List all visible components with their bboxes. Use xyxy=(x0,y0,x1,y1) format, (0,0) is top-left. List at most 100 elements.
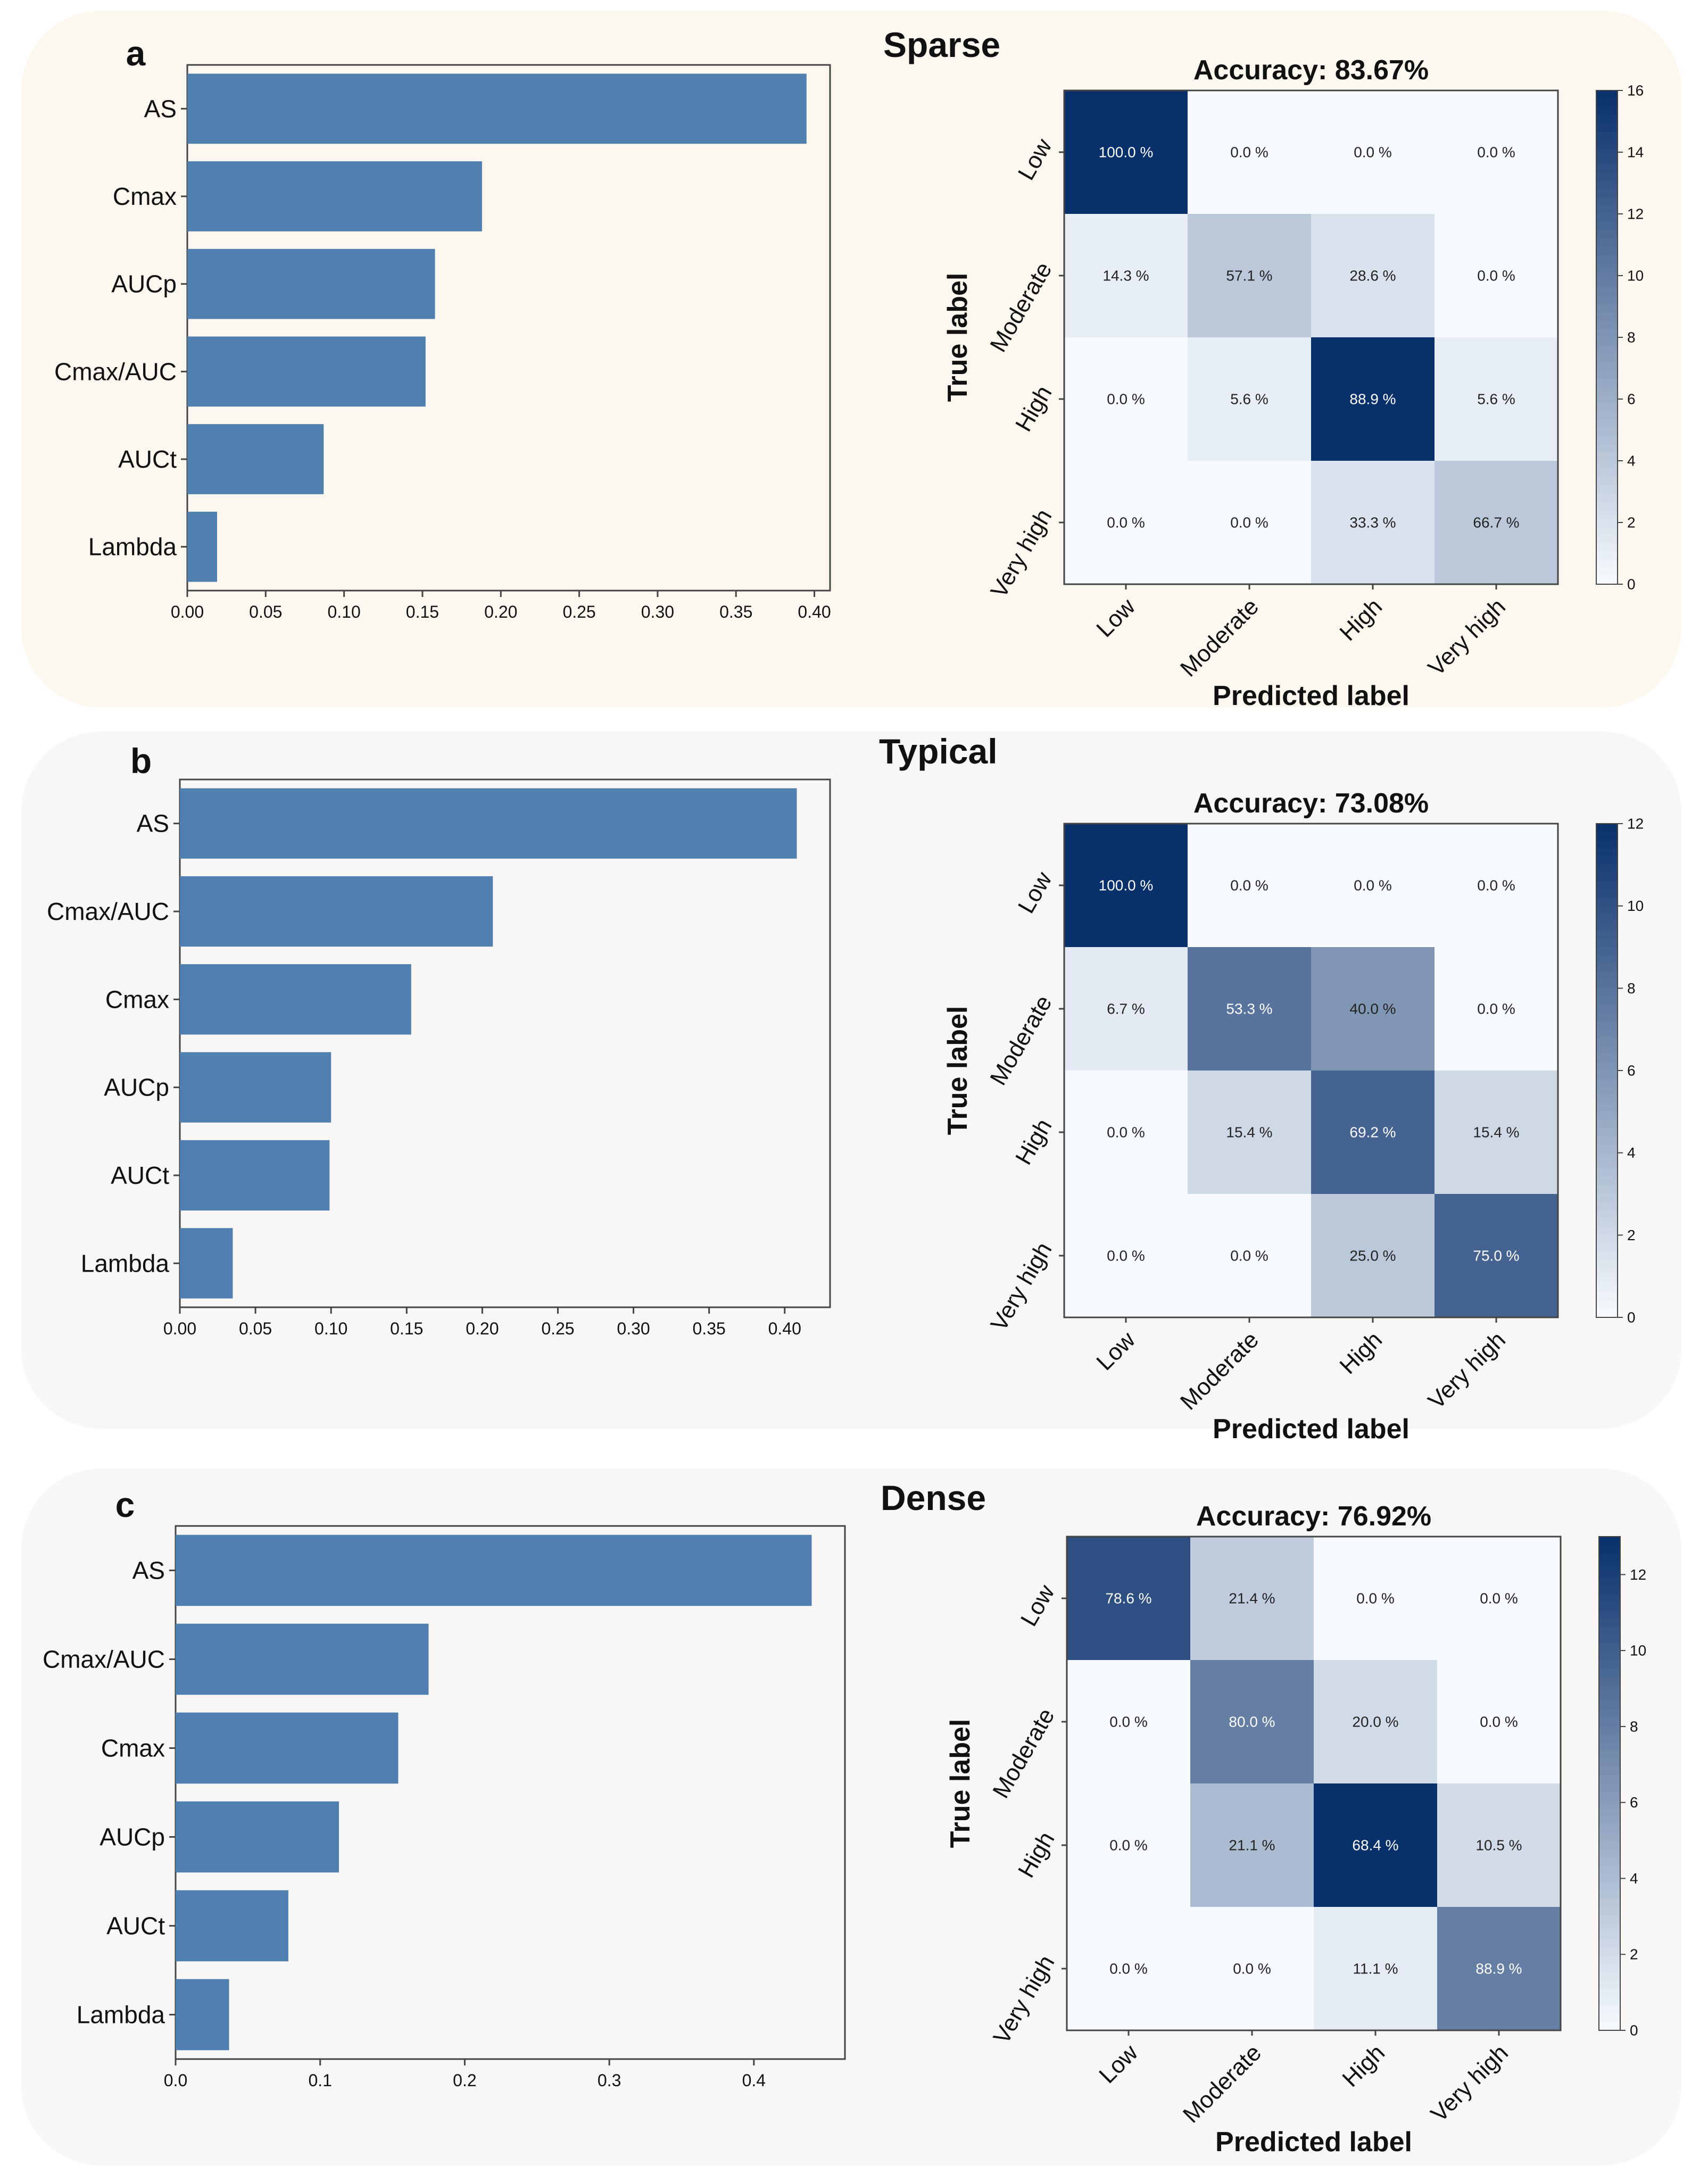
colorbar-segment xyxy=(1599,1676,1620,1686)
x-tick-label: 0.05 xyxy=(239,1319,272,1338)
true-class-label: Very high xyxy=(985,1238,1057,1335)
colorbar-segment xyxy=(1596,947,1618,956)
matrix-cell xyxy=(1064,1194,1188,1317)
true-class-label: Moderate xyxy=(988,1704,1059,1803)
colorbar-segment xyxy=(1596,939,1618,948)
colorbar-segment xyxy=(1599,1701,1620,1710)
colorbar-segment xyxy=(1596,1268,1618,1277)
x-tick-label: 0.05 xyxy=(249,602,282,621)
panel-a: a Sparse AS Cmax AUCp Cmax/AUC AUCt Lambda 0.00 0… xyxy=(54,25,1644,711)
bar xyxy=(176,1979,229,2051)
colorbar-segment xyxy=(1596,485,1618,494)
bar-category-label: Cmax/AUC xyxy=(47,898,169,925)
colorbar-segment xyxy=(1596,1210,1618,1219)
matrix-frame xyxy=(1063,823,1559,1318)
colorbar-segment xyxy=(1596,238,1618,247)
cell-label: 75.0 % xyxy=(1473,1248,1519,1264)
cell-label: 0.0 % xyxy=(1356,1590,1395,1607)
matrix-cell xyxy=(1311,1071,1435,1194)
colorbar-segment xyxy=(1599,1742,1620,1752)
colorbar-segment xyxy=(1596,848,1618,857)
panel-title: Sparse xyxy=(883,25,1000,64)
matrix-cell xyxy=(1314,1537,1437,1660)
panel-letter: c xyxy=(115,1485,135,1524)
colorbar-segment xyxy=(1596,1235,1618,1244)
bar-category-label: AUCp xyxy=(111,270,177,298)
x-tick-label: 0.20 xyxy=(484,602,517,621)
matrix-cell xyxy=(1437,1660,1561,1783)
colorbar-segment xyxy=(1596,1005,1618,1014)
cell-label: 0.0 % xyxy=(1109,1714,1148,1730)
bar xyxy=(180,1228,233,1299)
y-axis-title: True label xyxy=(942,1006,973,1135)
matrix-cell xyxy=(1188,1194,1311,1317)
cell-label: 66.7 % xyxy=(1473,515,1519,531)
feature-importance-chart: AS Cmax/AUC Cmax AUCp AUCt Lambda 0.00 0.05 0.10… xyxy=(47,778,831,1338)
colorbar-segment xyxy=(1599,1808,1620,1817)
colorbar: 0 2 4 6 8 10 12 xyxy=(1596,816,1644,1326)
colorbar-segment xyxy=(1596,1021,1618,1030)
bar-category-label: AUCt xyxy=(106,1912,165,1940)
colorbar-segment xyxy=(1596,1276,1618,1285)
panel-letter: b xyxy=(130,741,152,781)
colorbar-segment xyxy=(1596,1144,1618,1154)
colorbar-segment xyxy=(1596,568,1618,577)
cell-label: 5.6 % xyxy=(1230,391,1268,408)
colorbar-segment xyxy=(1596,576,1618,585)
cell-label: 0.0 % xyxy=(1230,144,1268,161)
colorbar-segment xyxy=(1596,1301,1618,1310)
colorbar-segment xyxy=(1596,131,1618,140)
x-tick-label: 0.00 xyxy=(163,1319,196,1338)
colorbar-segment xyxy=(1596,461,1618,470)
colorbar-segment xyxy=(1599,1750,1620,1760)
true-class-label: High xyxy=(1013,1828,1060,1882)
matrix-cell xyxy=(1067,1907,1190,2030)
matrix-cell xyxy=(1190,1783,1314,1907)
matrix-cell xyxy=(1437,1783,1561,1907)
colorbar: 0 2 4 6 8 10 12 14 16 xyxy=(1596,82,1644,593)
colorbar-segment xyxy=(1596,205,1618,214)
matrix-cell xyxy=(1188,461,1311,584)
colorbar-segment xyxy=(1596,518,1618,527)
colorbar-segment xyxy=(1599,1799,1620,1809)
colorbar-segment xyxy=(1599,1915,1620,1924)
colorbar-segment xyxy=(1596,329,1618,338)
cell-label: 20.0 % xyxy=(1352,1714,1398,1730)
colorbar-segment xyxy=(1596,123,1618,132)
matrix-frame xyxy=(1066,1536,1562,2031)
matrix-cell xyxy=(1435,214,1558,337)
colorbar-segment xyxy=(1596,403,1618,412)
colorbar-tick-label: 12 xyxy=(1627,816,1644,832)
cell-label: 0.0 % xyxy=(1107,1248,1145,1264)
cell-label: 0.0 % xyxy=(1354,144,1392,161)
matrix-cell xyxy=(1314,1660,1437,1783)
confusion-matrix: Accuracy: 76.92% 78.6 % 21.4 % 0.0 % 0.0 % 0.… xyxy=(945,1501,1646,2158)
colorbar-segment xyxy=(1599,1841,1620,1850)
bar-category-label: Cmax xyxy=(101,1735,165,1762)
colorbar-segment xyxy=(1596,156,1618,165)
true-class-label: Very high xyxy=(988,1951,1059,2048)
colorbar-segment xyxy=(1599,1594,1620,1603)
colorbar-segment xyxy=(1596,1177,1618,1186)
colorbar-segment xyxy=(1596,914,1618,923)
colorbar-segment xyxy=(1596,551,1618,560)
matrix-cell xyxy=(1188,337,1311,461)
colorbar-segment xyxy=(1599,2014,1620,2023)
matrix-cell xyxy=(1067,1537,1190,1660)
cell-label: 21.4 % xyxy=(1229,1590,1275,1607)
colorbar-segment xyxy=(1596,988,1618,997)
colorbar-segment xyxy=(1596,1152,1618,1162)
colorbar-segment xyxy=(1599,1545,1620,1554)
colorbar-segment xyxy=(1596,832,1618,841)
colorbar-segment xyxy=(1599,1685,1620,1694)
colorbar-segment xyxy=(1596,1251,1618,1260)
colorbar-tick-label: 8 xyxy=(1627,980,1636,997)
x-tick-label: 0.00 xyxy=(171,602,204,621)
matrix-cell xyxy=(1437,1537,1561,1660)
colorbar-segment xyxy=(1596,1095,1618,1104)
cell-label: 53.3 % xyxy=(1226,1001,1272,1017)
matrix-title: Accuracy: 76.92% xyxy=(1196,1501,1431,1532)
colorbar-segment xyxy=(1596,1103,1618,1113)
cell-label: 69.2 % xyxy=(1349,1124,1396,1141)
